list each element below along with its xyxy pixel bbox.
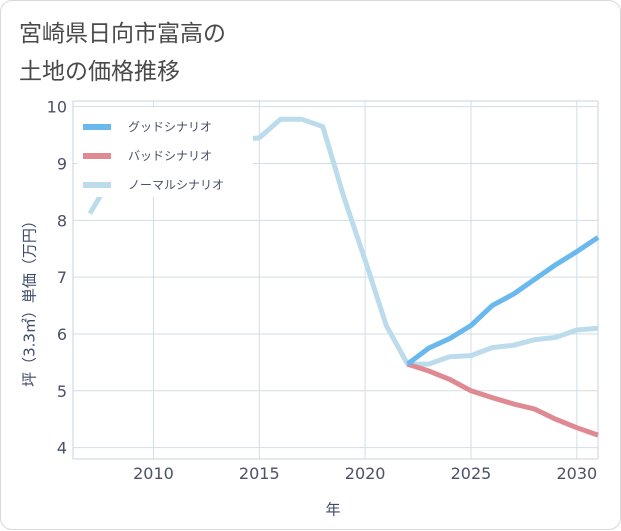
x-axis-label: 年: [325, 500, 341, 519]
y-tick-label: 10: [47, 98, 67, 117]
y-tick-label: 7: [57, 268, 67, 287]
x-tick-label: 2030: [556, 464, 597, 483]
y-tick-label: 8: [57, 211, 67, 230]
chart-title: 宮崎県日向市富高の 土地の価格推移: [19, 21, 226, 85]
legend-label: バッドシナリオ: [128, 149, 212, 163]
y-axis-label: 坪（3.3㎡）単価（万円）: [20, 213, 39, 387]
y-tick-label: 6: [57, 325, 67, 344]
series-line-1: [406, 361, 599, 438]
x-tick-label: 2025: [451, 464, 492, 483]
y-tick-label: 9: [57, 155, 67, 174]
legend-label: グッドシナリオ: [128, 120, 212, 134]
y-tick-label: 4: [57, 439, 67, 458]
x-tick-label: 2010: [133, 464, 174, 483]
x-tick-label: 2015: [239, 464, 280, 483]
x-tick-label: 2020: [345, 464, 386, 483]
series-line-0: [405, 235, 600, 367]
legend-label: ノーマルシナリオ: [128, 178, 224, 192]
y-tick-label: 5: [57, 382, 67, 401]
